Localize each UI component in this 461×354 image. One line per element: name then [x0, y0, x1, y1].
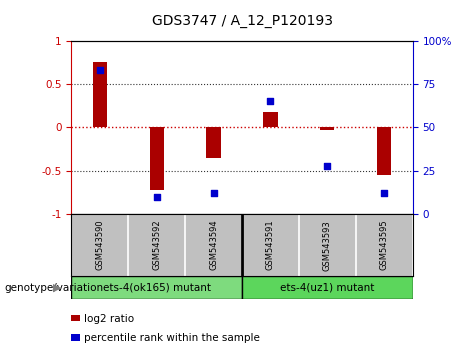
Text: GDS3747 / A_12_P120193: GDS3747 / A_12_P120193: [152, 14, 332, 28]
Text: GSM543593: GSM543593: [323, 220, 332, 270]
Bar: [263, 112, 278, 127]
Text: log2 ratio: log2 ratio: [84, 314, 135, 324]
Text: ets-4(uz1) mutant: ets-4(uz1) mutant: [280, 282, 374, 293]
Text: GSM543591: GSM543591: [266, 220, 275, 270]
Text: ets-4(ok165) mutant: ets-4(ok165) mutant: [103, 282, 211, 293]
Point: [210, 190, 217, 196]
Bar: [377, 127, 391, 175]
Text: GSM543595: GSM543595: [380, 220, 389, 270]
Bar: [93, 62, 107, 127]
Bar: [71, 276, 242, 299]
Point: [324, 163, 331, 169]
Bar: [150, 127, 164, 190]
Bar: [207, 127, 221, 158]
Point: [153, 194, 160, 200]
Text: GSM543594: GSM543594: [209, 220, 218, 270]
Bar: [320, 127, 334, 130]
Text: percentile rank within the sample: percentile rank within the sample: [84, 333, 260, 343]
Text: ▶: ▶: [53, 282, 62, 293]
Point: [380, 190, 388, 196]
Text: GSM543590: GSM543590: [95, 220, 104, 270]
Text: genotype/variation: genotype/variation: [5, 282, 104, 293]
Bar: [242, 276, 413, 299]
Point: [96, 67, 104, 73]
Point: [267, 98, 274, 104]
Text: GSM543592: GSM543592: [152, 220, 161, 270]
